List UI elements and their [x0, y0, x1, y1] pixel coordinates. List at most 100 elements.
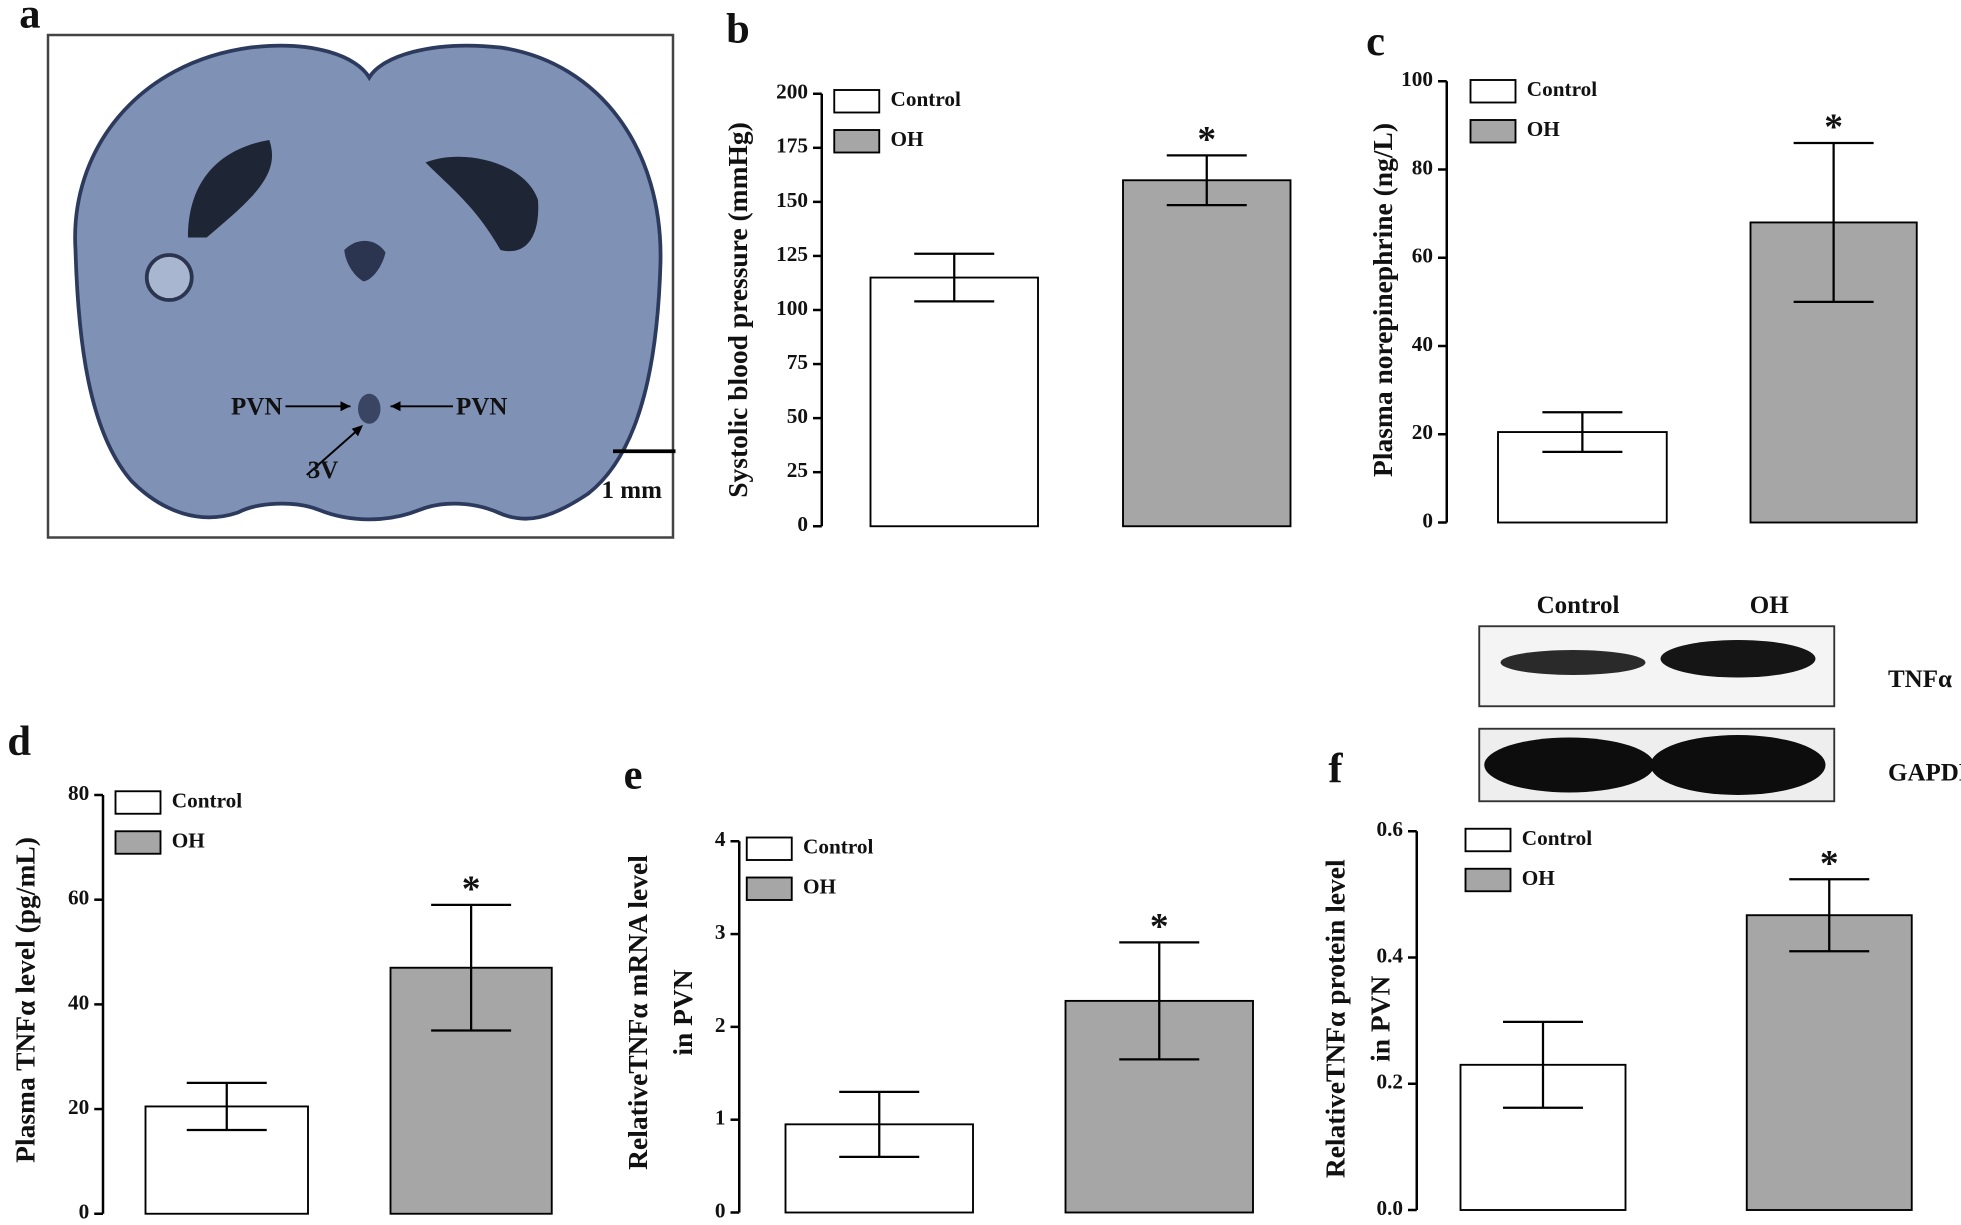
error-bar	[1503, 1020, 1583, 1109]
blot-row: TNFα	[1888, 666, 1952, 693]
y-tick-label: 0	[797, 512, 808, 536]
region-label: PVN	[231, 393, 282, 420]
error-bar	[914, 252, 995, 303]
legend-label: Control	[172, 788, 243, 812]
y-tick-label: 125	[776, 242, 808, 266]
y-tick-label: 0.6	[1376, 817, 1403, 841]
bar	[1745, 914, 1913, 1211]
bar	[869, 276, 1039, 528]
y-tick-label: 200	[776, 80, 808, 104]
blot-band	[1484, 737, 1655, 793]
significance: *	[1150, 907, 1169, 948]
legend-swatch	[114, 830, 162, 855]
legend-label: OH	[1522, 866, 1556, 890]
blot-band	[1500, 650, 1646, 675]
y-tick-label: 50	[787, 404, 808, 428]
blot-column: OH	[1750, 592, 1789, 619]
y-tick-label: 0.0	[1376, 1196, 1403, 1220]
legend-label: OH	[172, 828, 206, 852]
legend-swatch	[833, 89, 881, 114]
error-bar	[839, 1090, 920, 1158]
legend-label: OH	[1527, 117, 1561, 141]
legend-label: Control	[803, 835, 874, 859]
error-bar	[431, 903, 512, 1032]
y-axis-label: in PVN	[667, 969, 698, 1055]
significance: *	[1824, 107, 1843, 148]
y-tick-label: 20	[1412, 420, 1433, 444]
y-tick-label: 40	[68, 990, 89, 1014]
y-tick-label: 0.4	[1376, 943, 1403, 967]
error-bar	[1542, 411, 1623, 454]
legend-label: OH	[891, 127, 925, 151]
error-bar	[1793, 141, 1874, 303]
y-tick-label: 75	[787, 350, 808, 374]
pvn-region	[358, 393, 381, 424]
y-tick-label: 4	[715, 827, 726, 851]
error-bar	[1789, 878, 1870, 953]
y-tick-label: 20	[68, 1095, 89, 1119]
panel-label: d	[7, 718, 31, 765]
y-axis-label: RelativeTNFα protein level	[1319, 859, 1350, 1178]
panel-label: b	[726, 5, 750, 52]
panel-label: f	[1328, 745, 1343, 792]
structure	[144, 253, 194, 302]
y-tick-label: 40	[1412, 332, 1433, 356]
significance: *	[1197, 119, 1216, 160]
arrow	[306, 426, 362, 476]
y-axis-label: Plasma TNFα level (pg/mL)	[9, 837, 40, 1163]
blot-band	[1650, 735, 1826, 795]
significance: *	[1820, 843, 1839, 884]
y-tick-label: 100	[1401, 67, 1433, 91]
y-tick-label: 2	[715, 1013, 726, 1037]
legend-swatch	[1464, 867, 1512, 893]
y-tick-label: 0.2	[1376, 1070, 1403, 1094]
y-tick-label: 3	[715, 920, 726, 944]
y-tick-label: 100	[776, 296, 808, 320]
panel-label: c	[1366, 18, 1385, 65]
legend-label: Control	[1522, 826, 1593, 850]
y-tick-label: 80	[1412, 155, 1433, 179]
region-label: 3V	[308, 457, 339, 484]
legend-swatch	[745, 836, 793, 861]
y-tick-label: 150	[776, 188, 808, 212]
ventricle	[188, 140, 273, 238]
blot-column: Control	[1537, 592, 1620, 619]
y-axis-label: Plasma norepinephrine (ng/L)	[1367, 123, 1398, 477]
legend-label: OH	[803, 875, 837, 899]
bar	[1122, 179, 1292, 528]
arrowhead	[340, 401, 351, 412]
scale-label: 1 mm	[602, 477, 663, 504]
blot-row: GAPDH	[1888, 760, 1961, 787]
legend-swatch	[1469, 79, 1517, 104]
y-tick-label: 60	[68, 886, 89, 910]
legend-label: Control	[1527, 77, 1598, 101]
legend-swatch	[1469, 119, 1517, 144]
y-tick-label: 175	[776, 134, 808, 158]
error-bar	[186, 1081, 267, 1132]
y-tick-label: 0	[79, 1200, 90, 1224]
y-axis-label: in PVN	[1364, 975, 1395, 1061]
error-bar	[1166, 154, 1247, 207]
ventricle	[425, 156, 539, 252]
legend-swatch	[745, 876, 793, 901]
y-tick-label: 80	[68, 781, 89, 805]
y-axis-label: Systolic blood pressure (mmHg)	[722, 122, 753, 498]
legend-swatch	[114, 790, 162, 815]
y-tick-label: 25	[787, 458, 808, 482]
y-tick-label: 1	[715, 1106, 726, 1130]
region-label: PVN	[456, 393, 507, 420]
blot-band	[1660, 640, 1816, 678]
legend-swatch	[833, 129, 881, 154]
error-bar	[1119, 941, 1200, 1061]
y-tick-label: 0	[1422, 508, 1433, 532]
legend-label: Control	[891, 87, 962, 111]
ventricle	[344, 240, 386, 282]
arrowhead	[390, 401, 401, 412]
legend-swatch	[1464, 827, 1512, 853]
significance: *	[462, 869, 481, 910]
panel-label: a	[19, 0, 40, 37]
y-tick-label: 60	[1412, 244, 1433, 268]
arrowhead	[351, 425, 363, 437]
panel-label: e	[624, 752, 643, 799]
